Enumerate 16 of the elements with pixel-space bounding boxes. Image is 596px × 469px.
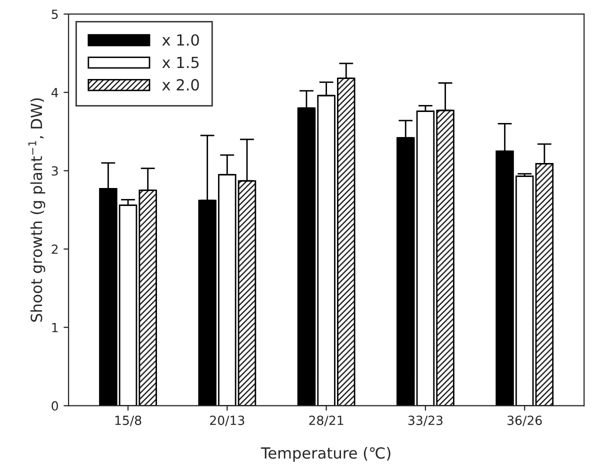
y-axis-title: Shoot growth (g plant$^{−1}$, DW) [28,98,46,322]
x-tick-label: 28/21 [309,416,344,426]
x-tick-label: 20/13 [210,416,244,426]
y-tick-label: 0 [52,401,58,411]
x-axis-title: Temperature (℃) [260,446,390,462]
y-tick-label: 2 [52,244,58,254]
x-tick-label: 33/23 [408,416,442,426]
y-tick-label: 1 [52,323,58,332]
x-tick-label: 36/26 [508,416,542,426]
y-tick-label: 3 [52,166,58,176]
legend-label: x 1.5 [162,56,199,68]
legend-label: x 2.0 [162,79,199,91]
x-tick-label: 15/8 [115,416,142,426]
y-tick-label: 4 [51,88,58,98]
y-tick-label: 5 [52,10,58,19]
legend-label: x 1.0 [162,34,199,46]
